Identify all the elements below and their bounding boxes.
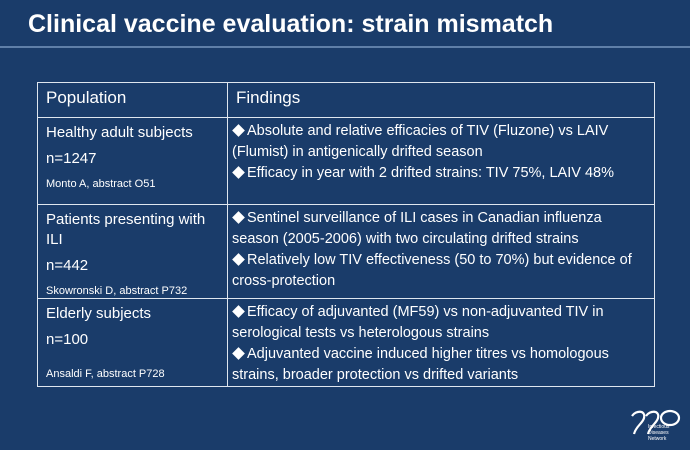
- diamond-bullet-icon: [232, 253, 245, 267]
- abstract-reference: Ansaldi F, abstract P728: [46, 368, 165, 380]
- sample-size: n=1247: [46, 150, 97, 167]
- diamond-bullet-icon: [232, 305, 245, 319]
- population-cell: Healthy adult subjects n=1247 Monto A, a…: [37, 117, 228, 205]
- table-header-row: Population Findings: [37, 82, 655, 118]
- finding-item: Efficacy in year with 2 drifted strains:…: [232, 163, 648, 184]
- population-name: Healthy adult subjects: [46, 124, 193, 141]
- diamond-bullet-icon: [232, 347, 245, 361]
- population-cell: Patients presenting with ILI n=442 Skowr…: [37, 204, 228, 299]
- column-header-population: Population: [37, 82, 228, 118]
- findings-cell: Sentinel surveillance of ILI cases in Ca…: [227, 204, 655, 299]
- abstract-reference: Monto A, abstract O51: [46, 178, 156, 190]
- findings-cell: Absolute and relative efficacies of TIV …: [227, 117, 655, 205]
- finding-item: Efficacy of adjuvanted (MF59) vs non-adj…: [232, 302, 648, 344]
- finding-text: Sentinel surveillance of ILI cases in Ca…: [232, 210, 602, 247]
- diamond-bullet-icon: [232, 211, 245, 225]
- network-logo-icon: [631, 409, 681, 435]
- finding-item: Sentinel surveillance of ILI cases in Ca…: [232, 208, 648, 250]
- finding-text: Efficacy of adjuvanted (MF59) vs non-adj…: [232, 304, 604, 341]
- diamond-bullet-icon: [232, 166, 245, 180]
- logo-text-line: Diseases: [648, 430, 669, 436]
- finding-text: Relatively low TIV effectiveness (50 to …: [232, 252, 632, 289]
- logo-text-line: Network: [648, 436, 667, 442]
- column-header-findings: Findings: [227, 82, 655, 118]
- finding-text: Adjuvanted vaccine induced higher titres…: [232, 346, 609, 383]
- sample-size: n=442: [46, 257, 89, 274]
- finding-text: Absolute and relative efficacies of TIV …: [232, 123, 609, 160]
- diamond-bullet-icon: [232, 124, 245, 138]
- finding-item: Adjuvanted vaccine induced higher titres…: [232, 344, 648, 386]
- population-name: Patients presenting with ILI: [46, 211, 206, 248]
- table-row: Healthy adult subjects n=1247 Monto A, a…: [37, 117, 655, 205]
- slide-title: Clinical vaccine evaluation: strain mism…: [28, 10, 554, 38]
- table-row: Elderly subjects n=100 Ansaldi F, abstra…: [37, 298, 655, 387]
- population-cell: Elderly subjects n=100 Ansaldi F, abstra…: [37, 298, 228, 387]
- findings-table: Population Findings Healthy adult subjec…: [37, 82, 655, 387]
- findings-cell: Efficacy of adjuvanted (MF59) vs non-adj…: [227, 298, 655, 387]
- finding-item: Relatively low TIV effectiveness (50 to …: [232, 250, 648, 292]
- sample-size: n=100: [46, 331, 89, 348]
- finding-item: Absolute and relative efficacies of TIV …: [232, 121, 648, 163]
- title-divider: [0, 46, 690, 48]
- logo-text-line: Infectious: [648, 424, 670, 430]
- abstract-reference: Skowronski D, abstract P732: [46, 285, 188, 297]
- table-row: Patients presenting with ILI n=442 Skowr…: [37, 204, 655, 299]
- finding-text: Efficacy in year with 2 drifted strains:…: [247, 165, 614, 181]
- population-name: Elderly subjects: [46, 305, 152, 322]
